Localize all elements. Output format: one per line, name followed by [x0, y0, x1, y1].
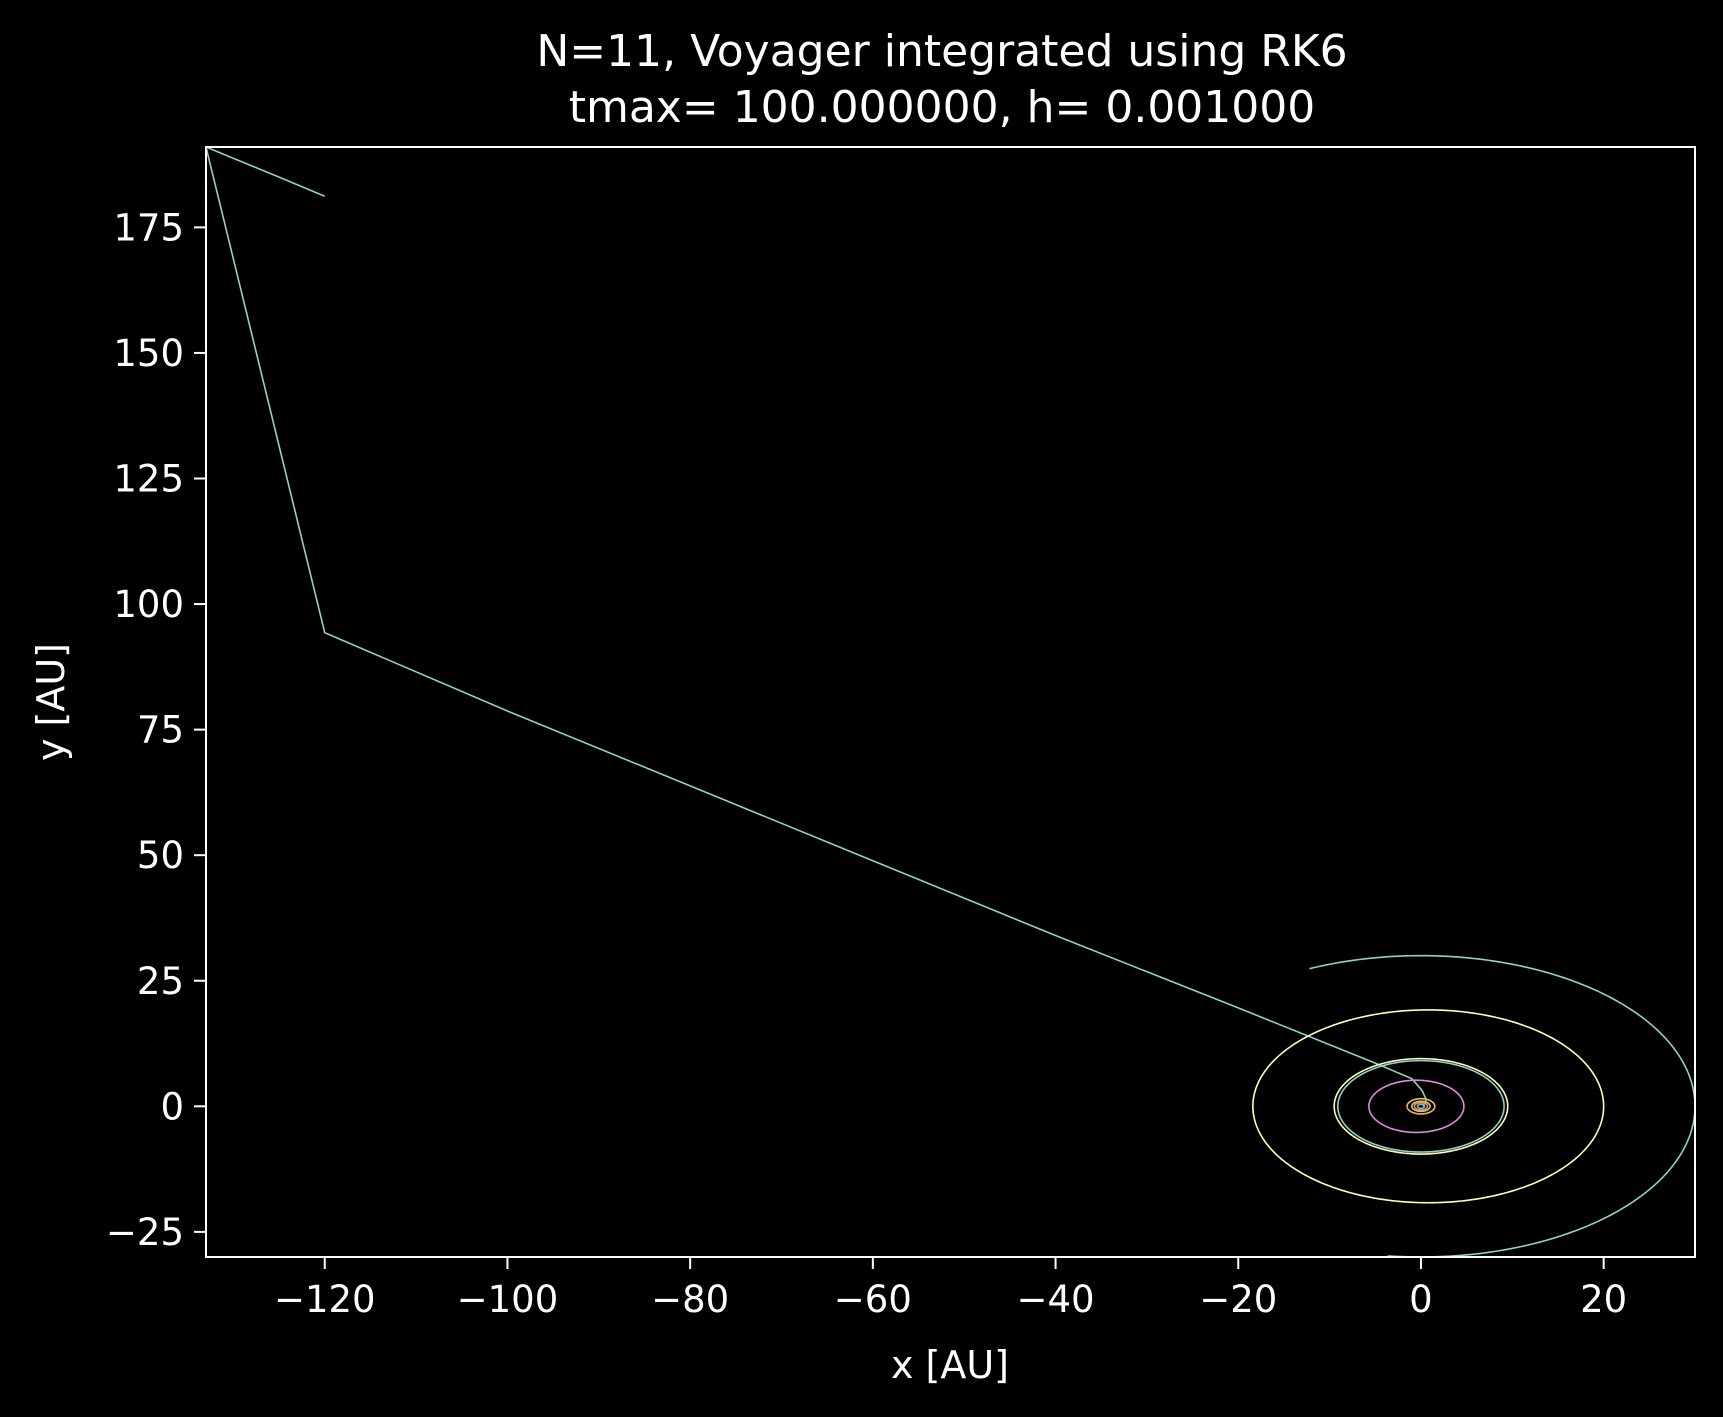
chart-title-line-1: N=11, Voyager integrated using RK6: [536, 26, 1347, 77]
orbit-line-8: [1411, 1100, 1431, 1113]
orbit-line-5: [1337, 1059, 1505, 1153]
plot-area: [206, 147, 1695, 1257]
y-tick-label: 25: [137, 960, 184, 1003]
trajectory-line-0: [206, 147, 1428, 1107]
x-axis-label: x [AU]: [891, 1343, 1009, 1387]
orbit-line-9: [1413, 1101, 1429, 1111]
orbit-line-10: [1416, 1103, 1426, 1110]
orbit-line-3: [1252, 1009, 1605, 1204]
y-tick-label: 75: [137, 709, 184, 752]
y-axis-label: y [AU]: [29, 643, 73, 761]
x-tick-label: 20: [1580, 1278, 1627, 1321]
x-tick-label: 0: [1409, 1278, 1433, 1321]
x-tick-label: −20: [1199, 1278, 1277, 1321]
orbit-line-2: [1309, 954, 1695, 1257]
x-tick-label: −40: [1017, 1278, 1095, 1321]
x-tick-label: −60: [834, 1278, 912, 1321]
x-tick-label: −100: [457, 1278, 559, 1321]
x-tick-label: −80: [651, 1278, 729, 1321]
y-tick-label: 150: [113, 332, 184, 375]
y-tick-label: −25: [106, 1211, 184, 1254]
y-tick-label: 100: [113, 583, 184, 626]
orbit-line-7: [1406, 1097, 1436, 1115]
orbit-line-6: [1368, 1079, 1465, 1134]
axis-ticks: −120 −100 −80 −60 −40 −20 0 20 −25 0 25 50 75 100 125 1…: [106, 206, 1627, 1321]
x-tick-label: −120: [274, 1278, 376, 1321]
chart-title-line-2: tmax= 100.000000, h= 0.001000: [569, 82, 1316, 133]
y-tick-label: 50: [137, 834, 184, 877]
y-tick-label: 125: [113, 457, 184, 500]
orbit-line-4: [1333, 1057, 1509, 1155]
trajectory-line-1: [206, 147, 326, 197]
plot-frame: [205, 146, 1696, 1258]
y-tick-label: 0: [160, 1085, 184, 1128]
y-tick-label: 175: [113, 206, 184, 249]
